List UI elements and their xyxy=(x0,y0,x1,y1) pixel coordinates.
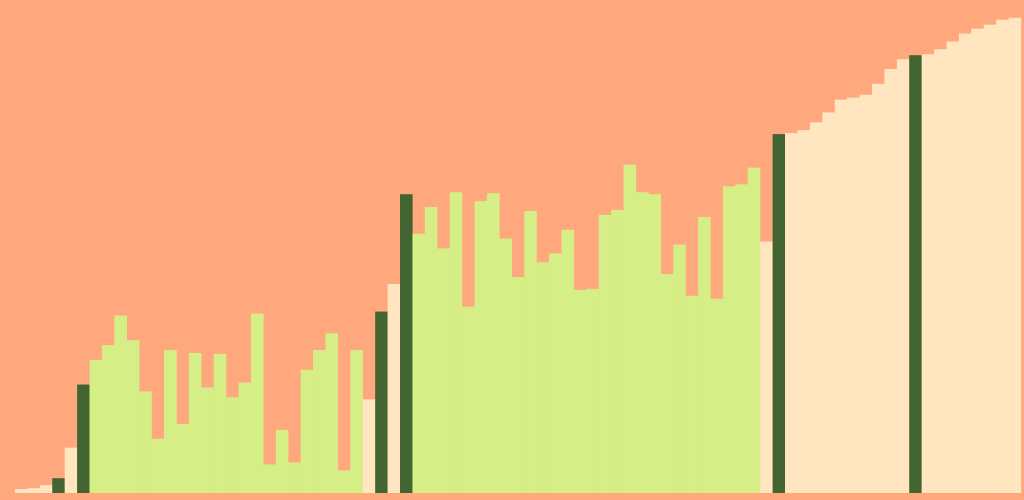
bar-73 xyxy=(909,55,922,493)
bar-81 xyxy=(1008,17,1022,493)
bar-14 xyxy=(176,423,190,493)
bar-11 xyxy=(139,391,152,493)
bar-20 xyxy=(250,313,264,493)
bar-77 xyxy=(958,33,972,494)
bar-53 xyxy=(660,274,674,493)
bar-3 xyxy=(39,485,53,493)
bar-16 xyxy=(201,387,214,493)
bar-29 xyxy=(362,399,376,493)
bar-17 xyxy=(213,353,227,493)
bar-74 xyxy=(921,54,935,493)
bar-55 xyxy=(685,295,699,493)
bar-36 xyxy=(449,192,463,493)
bar-32 xyxy=(400,194,413,494)
bar-27 xyxy=(337,470,351,493)
bar-76 xyxy=(946,41,960,493)
bar-47 xyxy=(586,288,599,493)
bar-23 xyxy=(288,462,301,493)
bar-62 xyxy=(772,134,786,493)
bar-70 xyxy=(871,83,885,493)
bar-57 xyxy=(710,298,724,493)
bar-21 xyxy=(263,464,276,493)
bar-31 xyxy=(387,283,401,493)
bar-63 xyxy=(785,133,798,494)
bar-4 xyxy=(52,478,65,493)
bar-26 xyxy=(325,333,339,493)
bar-75 xyxy=(934,49,947,494)
bar-61 xyxy=(760,241,773,493)
bar-35 xyxy=(437,248,450,493)
bars-group xyxy=(15,17,1022,494)
bar-42 xyxy=(524,211,537,493)
bar-25 xyxy=(313,350,326,493)
bar-24 xyxy=(300,369,314,493)
bar-60 xyxy=(747,167,761,493)
bar-67 xyxy=(834,99,848,493)
bar-44 xyxy=(549,253,562,493)
bar-37 xyxy=(462,306,475,493)
bar-18 xyxy=(226,397,239,493)
bar-33 xyxy=(412,233,426,493)
bar-5 xyxy=(64,447,78,493)
bar-48 xyxy=(598,214,612,493)
bar-78 xyxy=(971,28,984,494)
bar-65 xyxy=(809,122,823,493)
bar-54 xyxy=(673,244,686,493)
bar-22 xyxy=(275,429,289,493)
bar-30 xyxy=(375,311,388,493)
bar-41 xyxy=(511,277,525,493)
bar-38 xyxy=(474,201,488,493)
bar-12 xyxy=(151,438,165,493)
bar-66 xyxy=(822,112,835,494)
bar-6 xyxy=(77,384,90,493)
bar-13 xyxy=(164,350,177,493)
bar-71 xyxy=(884,69,897,494)
bar-50 xyxy=(623,164,637,493)
bar-34 xyxy=(424,207,438,493)
bar-69 xyxy=(859,94,873,493)
bar-64 xyxy=(797,130,811,493)
bar-10 xyxy=(126,340,140,493)
bar-15 xyxy=(188,352,202,493)
bar-72 xyxy=(896,59,910,493)
bar-43 xyxy=(536,262,550,493)
bar-52 xyxy=(648,194,662,494)
bar-68 xyxy=(847,97,860,494)
bar-58 xyxy=(722,186,736,493)
bar-59 xyxy=(735,184,748,493)
bar-45 xyxy=(561,229,575,494)
bar-56 xyxy=(698,216,711,494)
bar-49 xyxy=(611,210,624,493)
bar-39 xyxy=(486,193,500,493)
bar-79 xyxy=(983,24,997,494)
bar-1 xyxy=(15,489,28,493)
bar-40 xyxy=(499,238,512,493)
bar-28 xyxy=(350,350,363,493)
bar-8 xyxy=(101,345,115,493)
bar-9 xyxy=(114,315,127,493)
bar-19 xyxy=(238,382,252,493)
bar-80 xyxy=(996,19,1009,493)
bar-7 xyxy=(89,359,103,493)
bar-51 xyxy=(636,192,649,493)
bar-2 xyxy=(27,488,41,493)
bar-46 xyxy=(573,289,587,493)
